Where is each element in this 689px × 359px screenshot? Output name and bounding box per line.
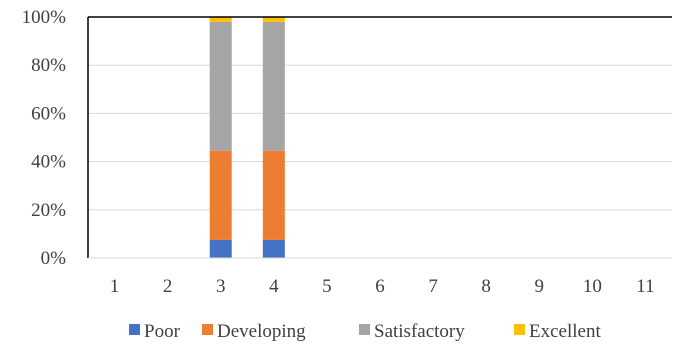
x-tick-label: 7: [428, 276, 438, 297]
y-tick-label: 20%: [31, 200, 66, 221]
legend-label-satisfactory: Satisfactory: [374, 321, 465, 342]
bar-segment-developing: [209, 150, 232, 240]
legend-swatch-satisfactory: [359, 324, 370, 335]
bar-segment-poor: [209, 239, 232, 258]
bar-segment-poor: [262, 239, 285, 258]
bar-segment-satisfactory: [262, 21, 285, 151]
x-tick-label: 1: [110, 276, 120, 297]
y-tick-label: 80%: [31, 55, 66, 76]
bar-segment-satisfactory: [209, 21, 232, 151]
bar-segment-developing: [262, 150, 285, 240]
x-tick-labels: 1 2 3 4 5 6 7 8 9 10 11: [110, 276, 655, 297]
legend-swatch-excellent: [514, 324, 525, 335]
bar-segment-excellent: [262, 17, 285, 22]
y-tick-label: 0%: [41, 248, 67, 269]
x-tick-label: 9: [535, 276, 545, 297]
x-tick-label: 2: [163, 276, 173, 297]
y-tick-label: 100%: [22, 7, 67, 28]
x-tick-label: 4: [269, 276, 279, 297]
x-tick-label: 10: [583, 276, 602, 297]
x-tick-label: 5: [322, 276, 332, 297]
legend: Poor Developing Satisfactory Excellent: [129, 321, 601, 342]
y-tick-label: 40%: [31, 152, 66, 173]
legend-label-poor: Poor: [144, 321, 181, 342]
legend-label-developing: Developing: [217, 321, 306, 342]
x-tick-label: 3: [216, 276, 226, 297]
x-tick-label: 11: [636, 276, 654, 297]
legend-swatch-developing: [202, 324, 213, 335]
bars: [209, 17, 285, 258]
legend-swatch-poor: [129, 324, 140, 335]
y-tick-labels: 0% 20% 40% 60% 80% 100%: [22, 7, 67, 269]
legend-label-excellent: Excellent: [529, 321, 601, 342]
y-tick-label: 60%: [31, 103, 66, 124]
x-tick-label: 6: [375, 276, 385, 297]
bar-segment-excellent: [209, 17, 232, 22]
axes: [87, 16, 672, 259]
gridlines: [88, 64, 672, 211]
x-tick-label: 8: [481, 276, 491, 297]
